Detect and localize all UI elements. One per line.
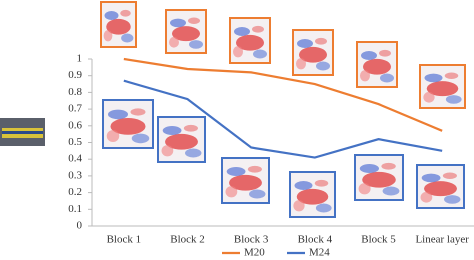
line-series [123, 57, 443, 132]
y-tick-label: 0.4 [68, 153, 82, 165]
input-image [0, 118, 45, 146]
y-tick-label: 0.1 [68, 203, 82, 215]
y-tick-label: 1 [77, 53, 83, 65]
y-tick-label: 0.7 [68, 103, 82, 115]
x-tick-label: Block 5 [361, 234, 396, 246]
y-tick-label: 0.9 [68, 69, 82, 81]
legend-label: M20 [244, 247, 265, 259]
x-tick-label: Linear layer [415, 234, 469, 246]
y-tick-label: 0.5 [68, 136, 82, 148]
y-tick-label: 0.3 [68, 169, 82, 181]
thumbnails [100, 1, 466, 218]
y-tick-label: 0.6 [68, 119, 82, 131]
x-tick-label: Block 3 [234, 234, 269, 246]
line-series [123, 79, 443, 159]
y-tick-label: 0 [77, 220, 83, 232]
legend-label: M24 [309, 247, 330, 259]
x-tick-label: Block 1 [107, 234, 142, 246]
x-tick-label: Block 4 [298, 234, 333, 246]
x-tick-label: Block 2 [170, 234, 205, 246]
y-tick-label: 0.2 [68, 186, 82, 198]
y-tick-label: 0.8 [68, 86, 82, 98]
